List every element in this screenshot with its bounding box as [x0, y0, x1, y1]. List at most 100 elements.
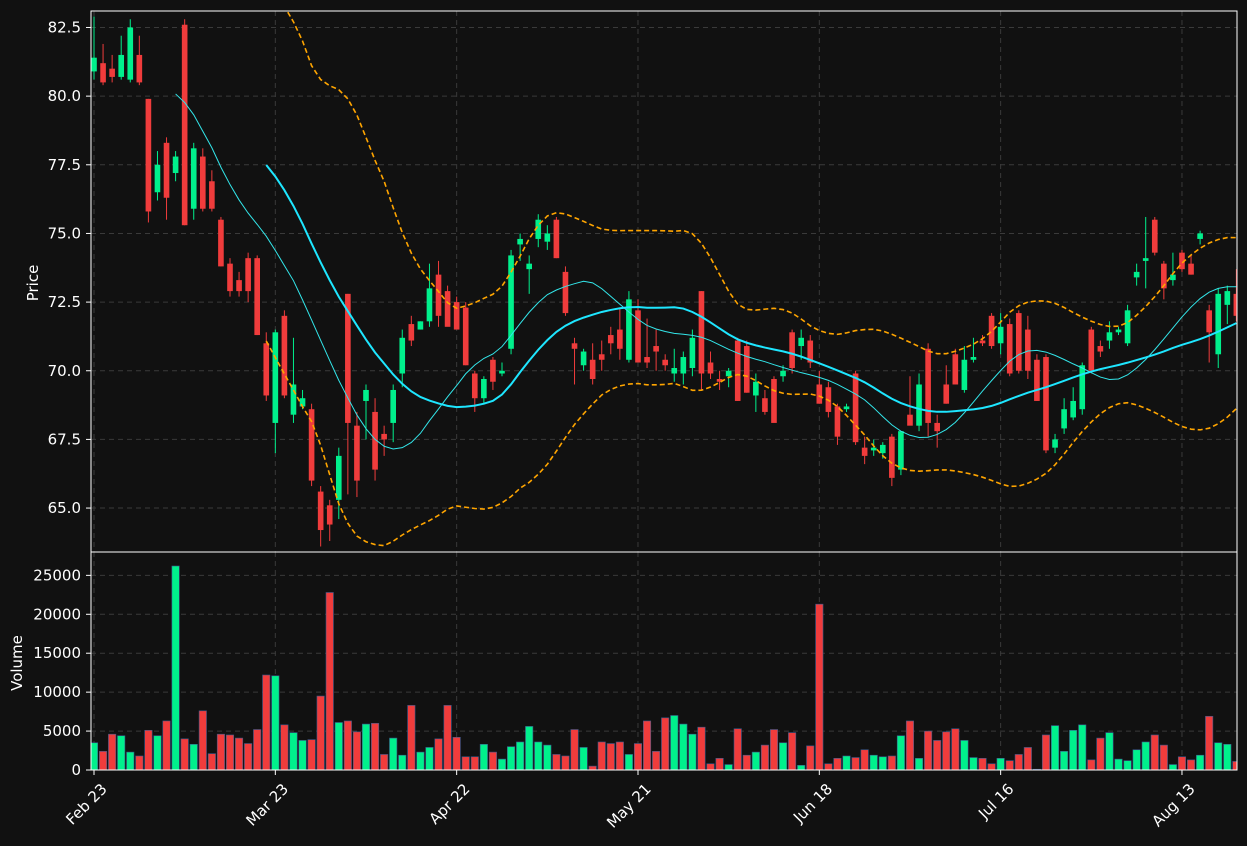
candle	[245, 252, 251, 303]
volume-bar	[1114, 758, 1123, 770]
volume-bar	[597, 741, 606, 770]
candle	[100, 43, 106, 86]
candle-body	[317, 491, 324, 531]
volume-bar	[1060, 751, 1069, 770]
candle	[535, 214, 542, 248]
candle	[553, 216, 560, 259]
candle-body	[716, 378, 723, 382]
candle-body	[589, 359, 596, 379]
volume-bar	[878, 756, 887, 770]
candle-body	[780, 370, 786, 377]
candle-body	[1061, 409, 1067, 429]
volume-ticks: 0 5000 10000 15000 20000 25000	[33, 566, 91, 779]
candle-body	[598, 354, 605, 360]
candle-body	[870, 447, 877, 451]
candle-body	[481, 378, 487, 399]
volume-bar	[706, 763, 715, 770]
candle	[127, 19, 134, 83]
volume-bar	[1232, 761, 1237, 770]
candle-body	[508, 255, 514, 349]
candle-body	[136, 54, 143, 83]
candle-body	[662, 359, 668, 366]
candle-body	[544, 233, 551, 242]
candle	[943, 365, 950, 404]
candle	[753, 373, 759, 412]
volume-bar	[1187, 759, 1196, 770]
volume-bar	[905, 720, 914, 770]
candle	[889, 433, 895, 487]
candle-body	[1188, 263, 1194, 275]
candle	[716, 370, 723, 390]
volume-bar	[371, 722, 380, 770]
candle-body	[163, 142, 170, 198]
volume-bar	[1168, 764, 1177, 770]
candle	[1015, 310, 1022, 374]
volume-bar	[661, 717, 670, 770]
candle	[1133, 263, 1140, 286]
volume-bar	[851, 757, 860, 770]
candle-body	[299, 398, 306, 407]
volume-bar	[343, 720, 352, 770]
volume-bar	[298, 740, 307, 770]
candle	[1179, 249, 1185, 272]
volume-bar	[679, 723, 688, 770]
candle	[462, 302, 469, 366]
candle	[743, 340, 750, 393]
candle-body	[354, 425, 360, 481]
candle-body	[408, 324, 415, 341]
candle	[662, 354, 668, 371]
candle-body	[879, 444, 886, 454]
volume-bar	[869, 754, 878, 770]
candle-body	[426, 288, 433, 322]
candle	[852, 370, 859, 445]
candle-body	[435, 274, 442, 316]
volume-bar	[271, 675, 280, 770]
candle-body	[907, 414, 913, 426]
candle-body	[834, 406, 841, 437]
candle	[408, 315, 415, 347]
volume-bar	[443, 705, 452, 770]
volume-bar	[779, 742, 788, 770]
price-tick-label: 75.0	[48, 224, 81, 242]
candle-body	[889, 436, 895, 478]
candle	[363, 384, 369, 440]
candle	[961, 346, 968, 393]
volume-bar	[942, 731, 951, 770]
candle	[762, 389, 768, 415]
candle	[1043, 354, 1049, 454]
candle-body	[1115, 329, 1122, 333]
candle-body	[571, 343, 578, 349]
candle	[1161, 260, 1167, 300]
candle-body	[272, 332, 279, 423]
volume-bar	[108, 733, 117, 770]
candle-body	[154, 164, 161, 193]
volume-bar	[751, 751, 760, 770]
volume-bar	[688, 733, 697, 770]
volume-bar	[470, 756, 479, 770]
candle	[444, 285, 451, 327]
volume-bar	[216, 733, 225, 770]
candle	[154, 151, 161, 201]
candle-body	[671, 368, 678, 374]
volume-bar	[1069, 729, 1078, 770]
volume-bar	[933, 740, 942, 770]
candle-body	[290, 384, 297, 415]
overlays	[175, 11, 1237, 547]
candle-body	[753, 381, 759, 396]
candle	[617, 307, 623, 360]
volume-tick-label: 5000	[43, 722, 81, 740]
candle	[218, 216, 224, 267]
volume-bar	[670, 715, 679, 770]
volume-bars	[91, 565, 1237, 770]
candle	[907, 376, 913, 426]
volume-bar	[99, 751, 108, 770]
candle	[145, 98, 152, 223]
candle-body	[698, 291, 705, 374]
candle	[898, 431, 904, 476]
candle	[508, 249, 514, 355]
candle-body	[816, 384, 823, 404]
candle	[798, 329, 804, 360]
candle	[925, 343, 931, 437]
candle	[970, 337, 977, 363]
